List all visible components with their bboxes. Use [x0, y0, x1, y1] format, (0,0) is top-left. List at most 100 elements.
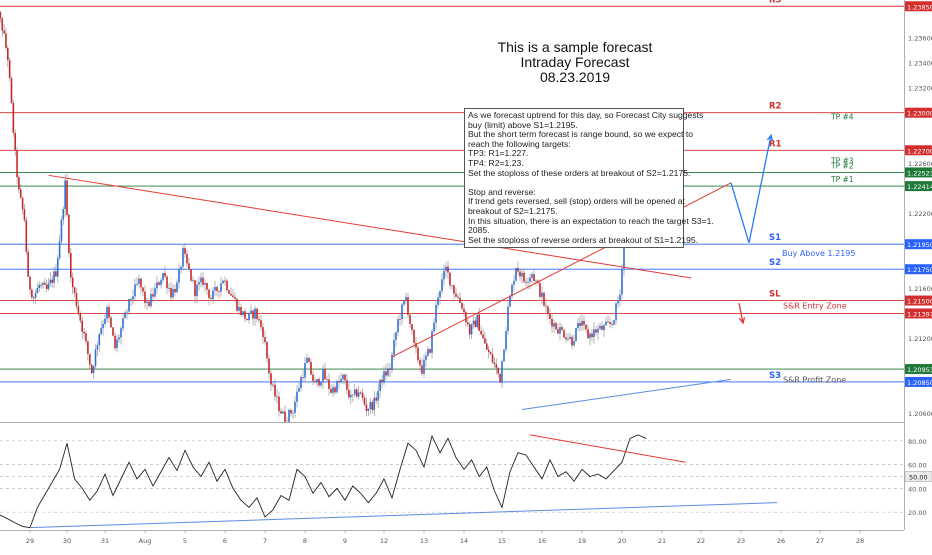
candle-body — [130, 298, 132, 300]
zone-label: S&R Entry Zone — [783, 302, 847, 311]
candle-body — [51, 279, 53, 283]
candle-body — [465, 312, 467, 323]
candle-body — [186, 253, 188, 264]
candle-body — [346, 380, 348, 390]
candle-body — [38, 284, 41, 288]
time-tick-label: 5 — [183, 537, 187, 545]
price-badge — [905, 145, 932, 156]
candle-body — [557, 329, 559, 334]
candle-body — [146, 301, 148, 303]
candle-body — [395, 332, 397, 340]
candle-body — [166, 276, 168, 289]
price-badge-label: 1.23000 — [907, 110, 932, 118]
candle-body — [575, 327, 577, 342]
candle-body — [486, 343, 488, 350]
candle-body — [437, 297, 439, 306]
candle-body — [174, 288, 176, 293]
candle-body — [391, 354, 393, 370]
candle-body — [435, 305, 437, 323]
candle-body — [164, 273, 166, 277]
candle-body — [98, 333, 101, 346]
candle-body — [170, 288, 172, 298]
time-tick-label: 29 — [26, 537, 34, 545]
candle-body — [411, 323, 413, 330]
candle-body — [605, 321, 607, 326]
candle-body — [472, 320, 475, 325]
candle-body — [581, 320, 583, 326]
candle-body — [272, 384, 274, 386]
candle-body — [81, 320, 83, 332]
candle-body — [114, 335, 116, 349]
candle-body — [202, 277, 204, 285]
candle-body — [184, 248, 186, 254]
candle-body — [519, 271, 521, 277]
candle-body — [505, 331, 507, 350]
candle-body — [252, 310, 254, 319]
chart-title: This is a sample forecast Intraday Forec… — [470, 40, 680, 85]
candle-body — [136, 283, 138, 285]
forecast-arrow-head — [766, 133, 774, 142]
candle-body — [96, 345, 99, 350]
candle-body — [180, 266, 182, 270]
title-line-1: This is a sample forecast — [497, 39, 653, 55]
candle-body — [607, 321, 609, 323]
candle-body — [487, 349, 490, 353]
candle-body — [441, 279, 443, 292]
price-badge — [905, 308, 932, 319]
candle-body — [555, 323, 557, 330]
candle-body — [302, 377, 304, 378]
zone-label: S&R Profit Zone — [783, 375, 846, 384]
candle-body — [603, 325, 605, 330]
candle-body — [188, 263, 190, 270]
candle-body — [363, 398, 366, 405]
time-tick-label: 13 — [420, 537, 428, 545]
price-badge-label: 1.21750 — [907, 266, 932, 274]
candle-body — [417, 347, 419, 361]
oscillator-tick-label: 60.00 — [908, 462, 927, 470]
forecast-note-line: breakout of S2=1.2175. — [468, 205, 558, 216]
candle-body — [525, 281, 527, 283]
candle-body — [280, 411, 282, 414]
candle-body — [484, 338, 486, 344]
candle-body — [310, 361, 312, 375]
price-tick-label: 1.21600 — [908, 285, 932, 293]
candle-body — [77, 306, 80, 314]
candle-body — [192, 280, 194, 282]
forecast-note-line: In this situation, there is an expectati… — [468, 215, 714, 226]
candle-body — [254, 308, 256, 319]
candle-body — [316, 379, 318, 383]
time-tick-label: 31 — [101, 537, 109, 545]
candle-body — [447, 266, 449, 273]
candle-body — [593, 329, 595, 338]
time-tick-label: 21 — [658, 537, 666, 545]
forecast-note-line: Stop and reverse: — [468, 186, 536, 197]
oscillator-grid — [0, 440, 904, 513]
candle-body — [439, 291, 441, 298]
candle-body — [70, 253, 72, 278]
level-name: TP #2 — [830, 161, 854, 170]
candle-body — [318, 379, 320, 386]
candle-body — [64, 180, 66, 210]
candle-body — [383, 371, 385, 383]
candle-body — [240, 307, 242, 315]
candle-body — [160, 280, 162, 285]
candle-body — [457, 296, 459, 298]
candle-body — [314, 380, 316, 383]
candle-body — [190, 269, 192, 281]
price-badge-label: 1.22414 — [907, 183, 932, 191]
candle-body — [182, 248, 184, 267]
candle-body — [206, 282, 208, 290]
candle-body — [132, 296, 134, 300]
price-badge-label: 1.22700 — [907, 147, 932, 155]
candle-body — [152, 294, 154, 297]
candle-body — [352, 394, 354, 396]
candle-body — [431, 331, 433, 353]
candle-body — [517, 268, 519, 272]
candle-body — [274, 384, 276, 397]
level-name: R3 — [769, 0, 782, 5]
candle-body — [250, 310, 252, 313]
candle-body — [140, 278, 142, 288]
oscillator-badge-label: 50.00 — [909, 474, 928, 482]
candle-body — [21, 197, 24, 210]
